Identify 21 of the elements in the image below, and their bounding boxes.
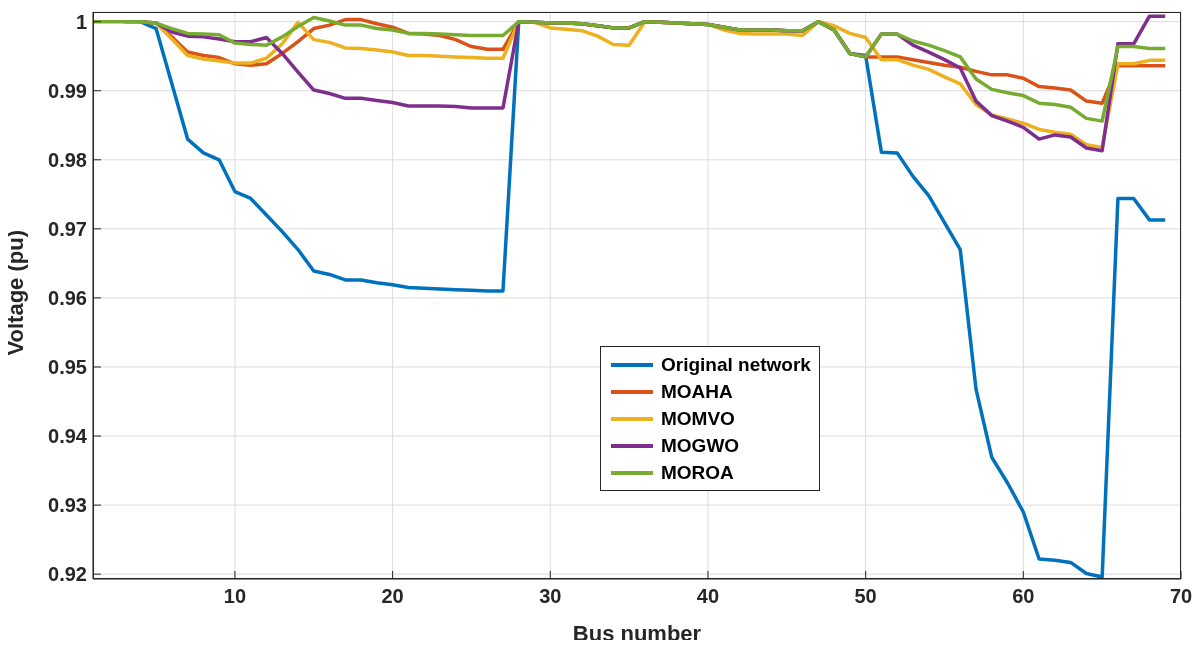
legend-label: MOMVO: [661, 407, 735, 430]
x-tick-label: 30: [539, 585, 562, 608]
legend-label: MOAHA: [661, 380, 733, 403]
y-tick-label: 0.98: [48, 148, 87, 171]
x-tick-label: 10: [223, 585, 247, 608]
legend-label: MOGWO: [661, 434, 740, 457]
y-tick-label: 0.92: [48, 563, 87, 586]
y-tick-label: 0.94: [48, 425, 88, 448]
y-tick-label: 0.95: [48, 356, 87, 379]
x-tick-label: 40: [696, 585, 720, 608]
x-tick-label: 20: [381, 585, 404, 608]
y-tick-label: 0.99: [48, 79, 87, 102]
x-tick-label: 60: [1012, 585, 1035, 608]
x-tick-label: 50: [854, 585, 877, 608]
y-tick-label: 1: [75, 10, 87, 33]
y-tick-label: 0.96: [48, 287, 87, 310]
legend-label: Original network: [661, 353, 811, 376]
y-tick-label: 0.97: [48, 217, 87, 240]
legend-label: MOROA: [661, 461, 734, 484]
x-tick-label: 70: [1169, 585, 1193, 608]
y-tick-label: 0.93: [48, 494, 87, 517]
